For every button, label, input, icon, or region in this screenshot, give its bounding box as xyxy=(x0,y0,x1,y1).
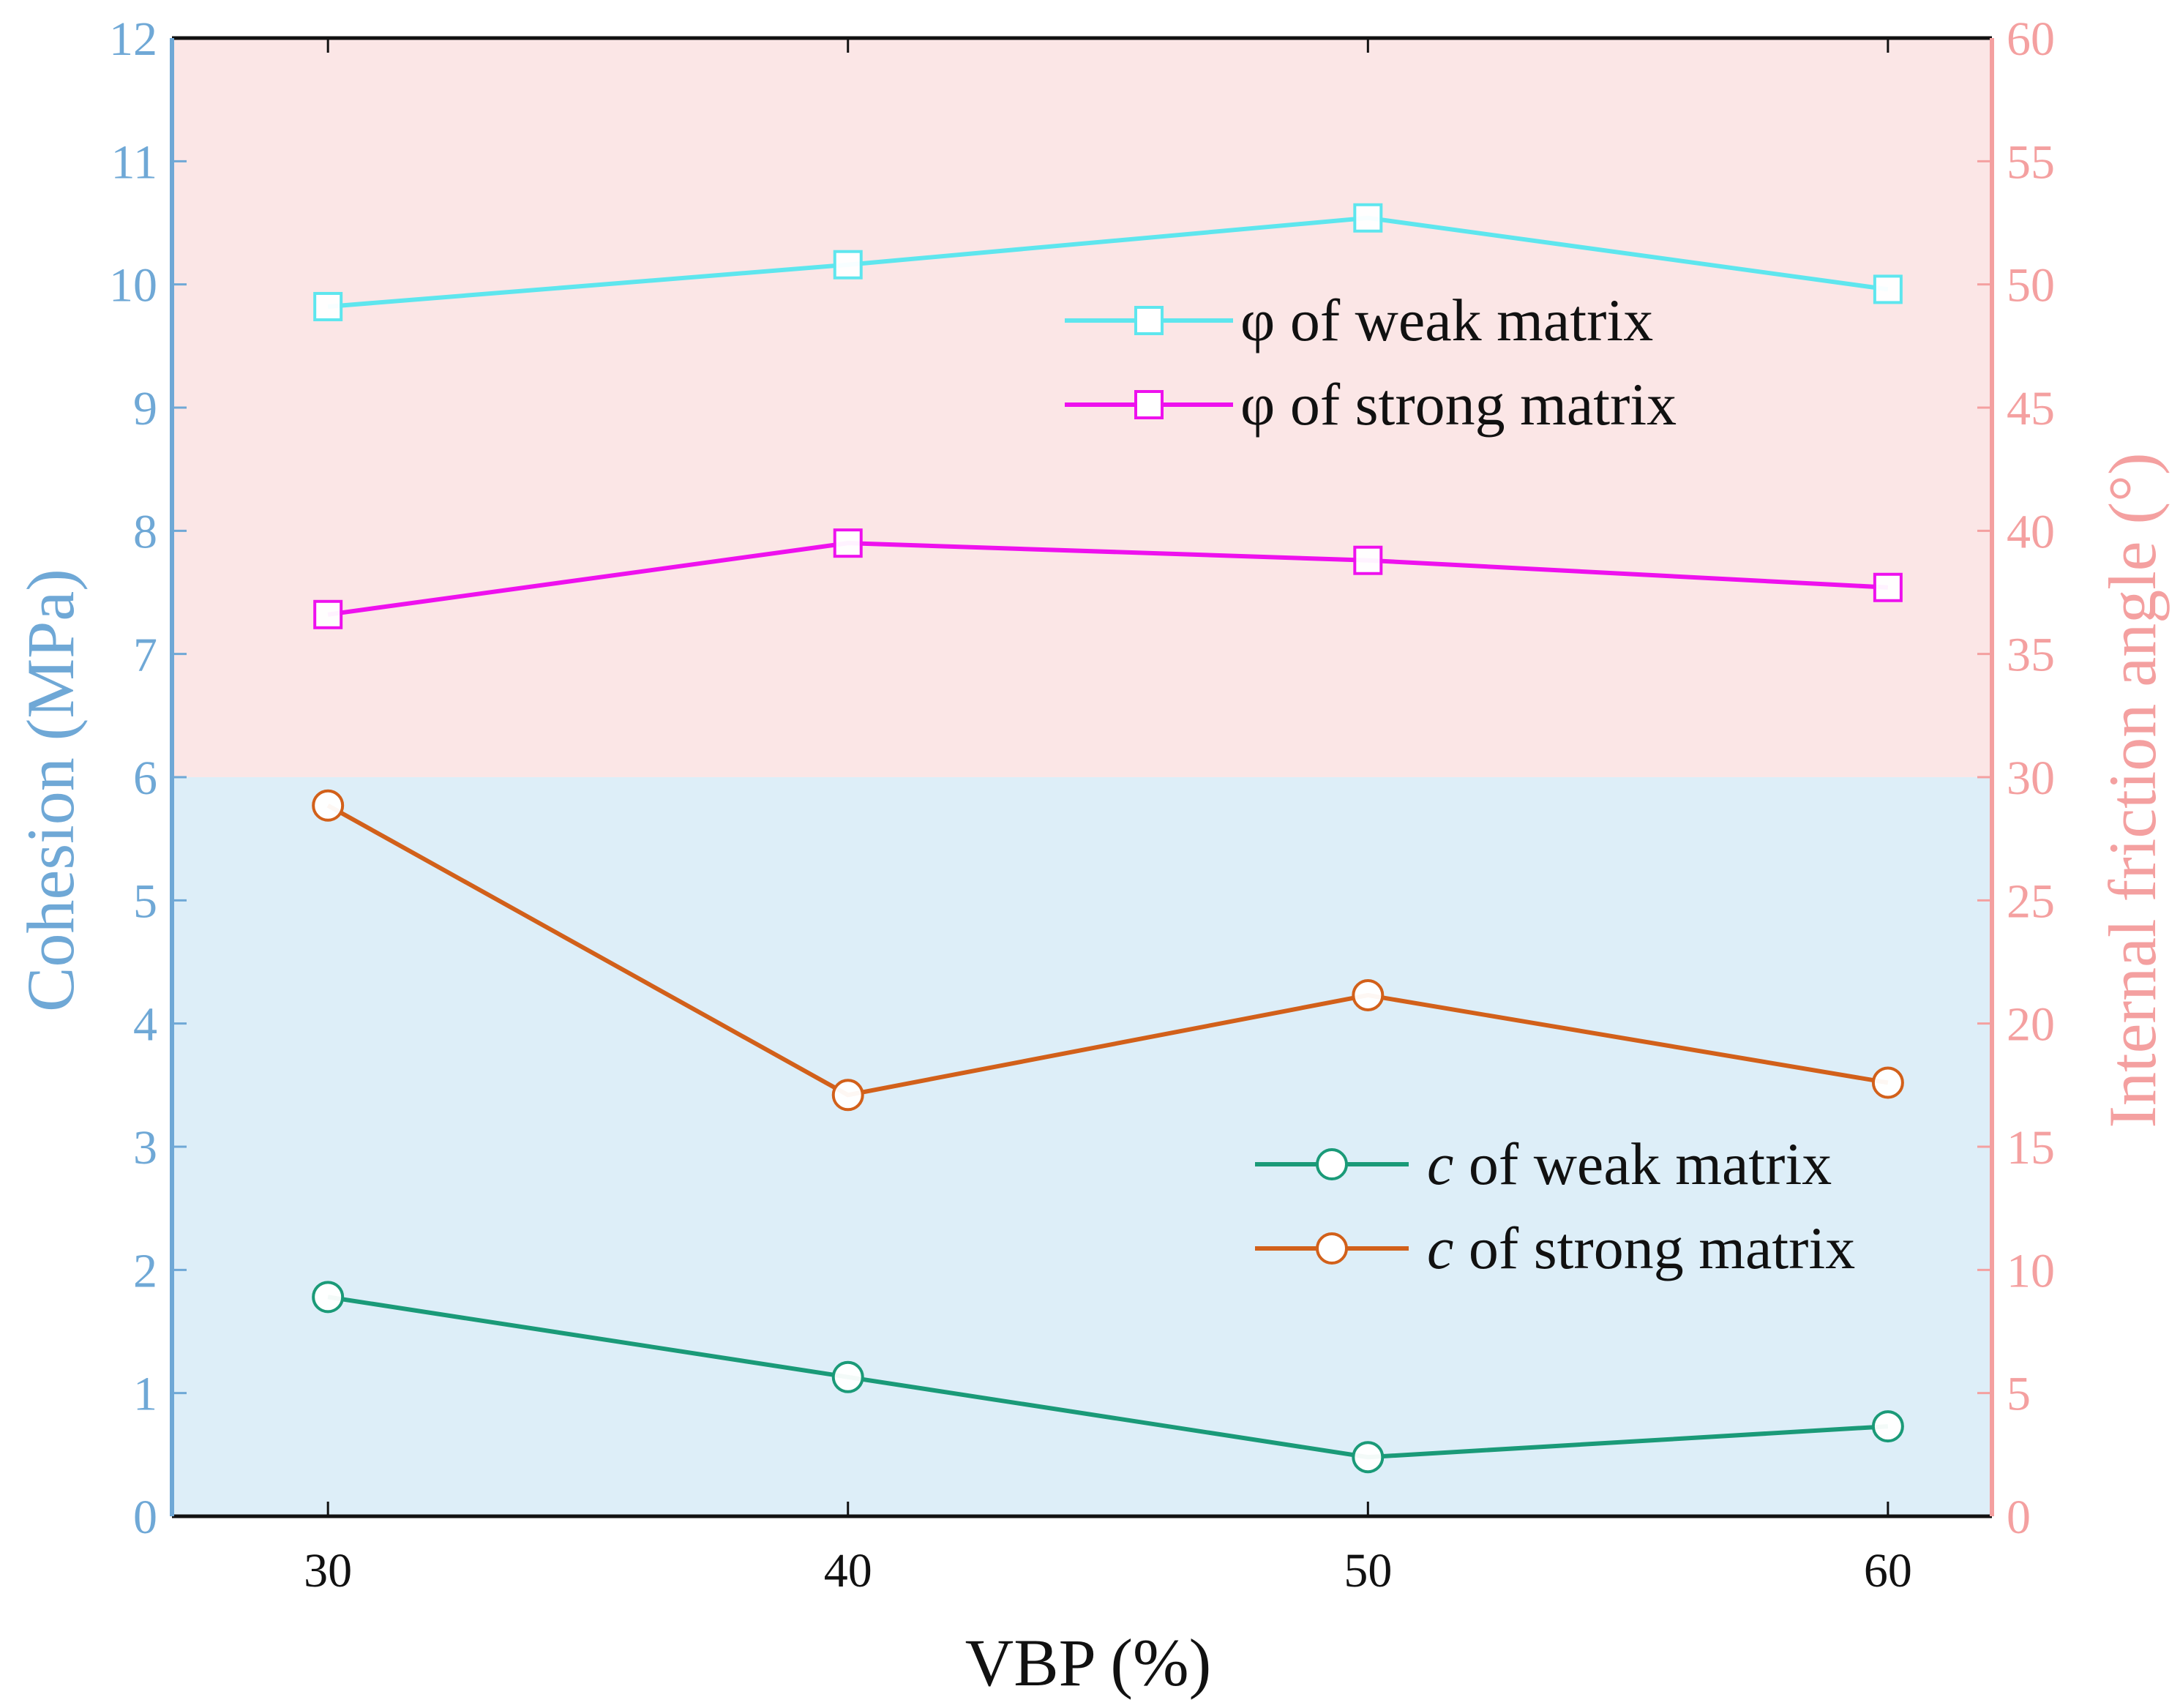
legend-item-2: c of weak matrix xyxy=(1255,1131,1832,1197)
left-tick-label-4: 4 xyxy=(133,998,157,1052)
left-tick-label-8: 8 xyxy=(133,505,157,558)
background-bands xyxy=(172,38,1992,1516)
legend-marker-0 xyxy=(1134,306,1164,335)
background-band-0 xyxy=(172,38,1992,777)
tick-labels: 0123456789101112051015202530354045505560… xyxy=(109,12,2055,1597)
legend-label-3: c of strong matrix xyxy=(1427,1215,1855,1281)
series-2-point-3 xyxy=(1871,1410,1904,1443)
right-tick-label-2: 10 xyxy=(2007,1244,2055,1297)
right-axis-title: Internal friction angle (°) xyxy=(2095,452,2170,1128)
left-tick-label-5: 5 xyxy=(133,874,157,928)
left-tick-label-6: 6 xyxy=(133,752,157,805)
right-tick-label-0: 0 xyxy=(2007,1491,2031,1544)
x-tick-label-2: 50 xyxy=(1344,1544,1392,1597)
left-tick-label-10: 10 xyxy=(109,259,157,312)
legend-label-2: c of weak matrix xyxy=(1427,1131,1832,1197)
right-tick-label-6: 30 xyxy=(2007,752,2055,805)
right-tick-label-1: 5 xyxy=(2007,1368,2031,1421)
right-tick-label-9: 45 xyxy=(2007,382,2055,435)
series-line-0 xyxy=(327,215,1889,309)
series-1-point-3 xyxy=(1873,572,1903,602)
x-tick-label-0: 30 xyxy=(304,1544,352,1597)
right-tick-label-4: 20 xyxy=(2007,998,2055,1052)
legend: φ of weak matrix φ of strong matrix c of w… xyxy=(1065,287,1855,1281)
series-line-1 xyxy=(327,541,1889,617)
right-tick-label-3: 15 xyxy=(2007,1121,2055,1175)
series-markers xyxy=(312,203,1904,1474)
x-tick-label-1: 40 xyxy=(824,1544,872,1597)
series-0-point-3 xyxy=(1873,274,1903,304)
series-2-point-0 xyxy=(312,1281,345,1314)
series-line-2 xyxy=(327,1295,1889,1460)
left-tick-label-0: 0 xyxy=(133,1491,157,1544)
series-2-point-2 xyxy=(1352,1441,1385,1474)
legend-label-0: φ of weak matrix xyxy=(1240,287,1653,353)
legend-label-1: φ of strong matrix xyxy=(1240,371,1677,438)
legend-marker-1 xyxy=(1134,390,1164,419)
legend-marker-3 xyxy=(1316,1232,1348,1265)
right-tick-label-5: 25 xyxy=(2007,874,2055,928)
legend-marker-2 xyxy=(1316,1148,1348,1180)
series-1-point-1 xyxy=(833,528,863,558)
series-1-point-0 xyxy=(313,599,343,629)
series-0-point-0 xyxy=(313,291,343,321)
series-0-point-2 xyxy=(1353,203,1383,233)
left-axis-title: Cohesion (MPa) xyxy=(13,569,88,1012)
left-tick-label-9: 9 xyxy=(133,382,157,435)
plot-frame xyxy=(170,36,1994,1518)
series-lines xyxy=(326,215,1889,1460)
right-tick-label-8: 40 xyxy=(2007,505,2055,558)
right-tick-label-12: 60 xyxy=(2007,12,2055,66)
x-tick-label-3: 60 xyxy=(1864,1544,1912,1597)
series-1-point-2 xyxy=(1353,545,1383,575)
right-tick-label-7: 35 xyxy=(2007,629,2055,682)
left-tick-label-7: 7 xyxy=(133,629,157,682)
series-3-point-0 xyxy=(312,789,345,822)
right-tick-label-11: 55 xyxy=(2007,135,2055,189)
right-tick-label-10: 50 xyxy=(2007,259,2055,312)
series-3-point-2 xyxy=(1352,978,1385,1011)
legend-item-0: φ of weak matrix xyxy=(1065,287,1653,353)
left-tick-label-11: 11 xyxy=(111,135,157,189)
series-line-3 xyxy=(326,804,1889,1098)
left-tick-label-3: 3 xyxy=(133,1121,157,1175)
series-3-point-3 xyxy=(1871,1066,1904,1099)
left-tick-label-1: 1 xyxy=(133,1368,157,1421)
legend-item-3: c of strong matrix xyxy=(1255,1215,1855,1281)
background-band-1 xyxy=(172,777,1992,1516)
series-3-point-1 xyxy=(831,1079,864,1112)
x-axis-title: VBP (%) xyxy=(965,1625,1211,1700)
legend-item-1: φ of strong matrix xyxy=(1065,371,1677,438)
series-0-point-1 xyxy=(833,250,863,280)
left-tick-label-12: 12 xyxy=(109,12,157,66)
series-2-point-1 xyxy=(831,1360,864,1393)
left-tick-label-2: 2 xyxy=(133,1244,157,1297)
